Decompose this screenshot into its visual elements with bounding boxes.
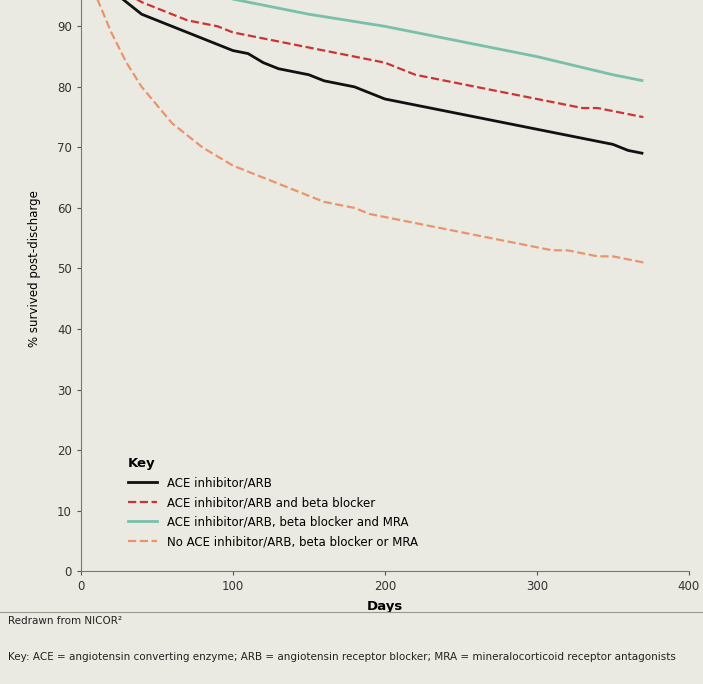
Y-axis label: % survived post-discharge: % survived post-discharge <box>28 190 41 347</box>
Text: Key: ACE = angiotensin converting enzyme; ARB = angiotensin receptor blocker; MR: Key: ACE = angiotensin converting enzyme… <box>8 652 676 661</box>
X-axis label: Days: Days <box>367 600 403 613</box>
Legend: ACE inhibitor/ARB, ACE inhibitor/ARB and beta blocker, ACE inhibitor/ARB, beta b: ACE inhibitor/ARB, ACE inhibitor/ARB and… <box>123 453 423 553</box>
Text: Redrawn from NICOR²: Redrawn from NICOR² <box>8 616 122 626</box>
